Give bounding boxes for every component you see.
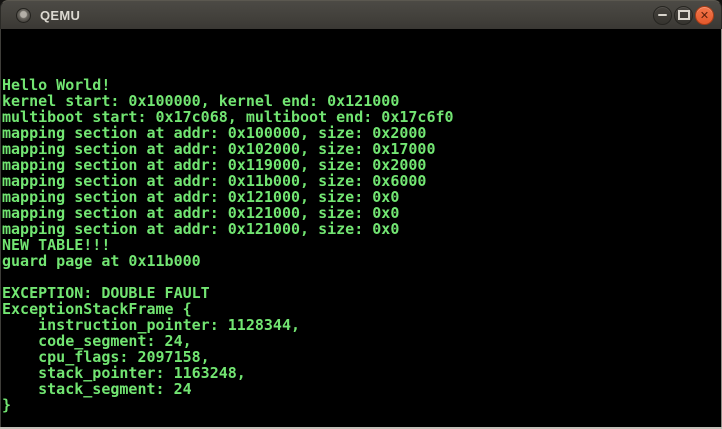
console-line: cpu_flags: 2097158, <box>2 348 210 366</box>
console-line: stack_segment: 24 <box>2 380 192 398</box>
console-line: mapping section at addr: 0x102000, size:… <box>2 140 436 158</box>
console-line: mapping section at addr: 0x100000, size:… <box>2 124 427 142</box>
console-line: ExceptionStackFrame { <box>2 300 192 318</box>
console-line: multiboot start: 0x17c068, multiboot end… <box>2 108 454 126</box>
console-line: guard page at 0x11b000 <box>2 252 201 270</box>
console-line: mapping section at addr: 0x121000, size:… <box>2 220 400 238</box>
console-line: NEW TABLE!!! <box>2 236 111 254</box>
console-line: stack_pointer: 1163248, <box>2 364 246 382</box>
console-line <box>1 269 721 285</box>
minimize-button[interactable] <box>653 5 672 25</box>
console-line: mapping section at addr: 0x11b000, size:… <box>2 172 427 190</box>
maximize-icon <box>677 10 690 20</box>
console-line: kernel start: 0x100000, kernel end: 0x12… <box>2 92 400 110</box>
window-bottom-border <box>0 427 722 429</box>
window-controls: ✕ <box>653 5 714 25</box>
minimize-icon <box>658 14 667 16</box>
window-menu-icon[interactable] <box>16 7 31 23</box>
console-screen[interactable]: Hello World! kernel start: 0x100000, kern… <box>0 29 722 427</box>
console-line: EXCEPTION: DOUBLE FAULT <box>2 284 210 302</box>
console-line: mapping section at addr: 0x119000, size:… <box>2 156 427 174</box>
close-button[interactable]: ✕ <box>695 5 714 25</box>
console-line: mapping section at addr: 0x121000, size:… <box>2 204 400 222</box>
console-line: code_segment: 24, <box>2 332 192 350</box>
maximize-button[interactable] <box>674 5 693 25</box>
window-title: QEMU <box>40 7 81 23</box>
console-line: } <box>2 396 12 414</box>
console-line: mapping section at addr: 0x121000, size:… <box>2 188 400 206</box>
console-line: instruction_pointer: 1128344, <box>2 316 301 334</box>
close-icon: ✕ <box>699 8 710 22</box>
console-line: Hello World! <box>2 76 111 94</box>
titlebar[interactable]: QEMU ✕ <box>0 0 722 29</box>
